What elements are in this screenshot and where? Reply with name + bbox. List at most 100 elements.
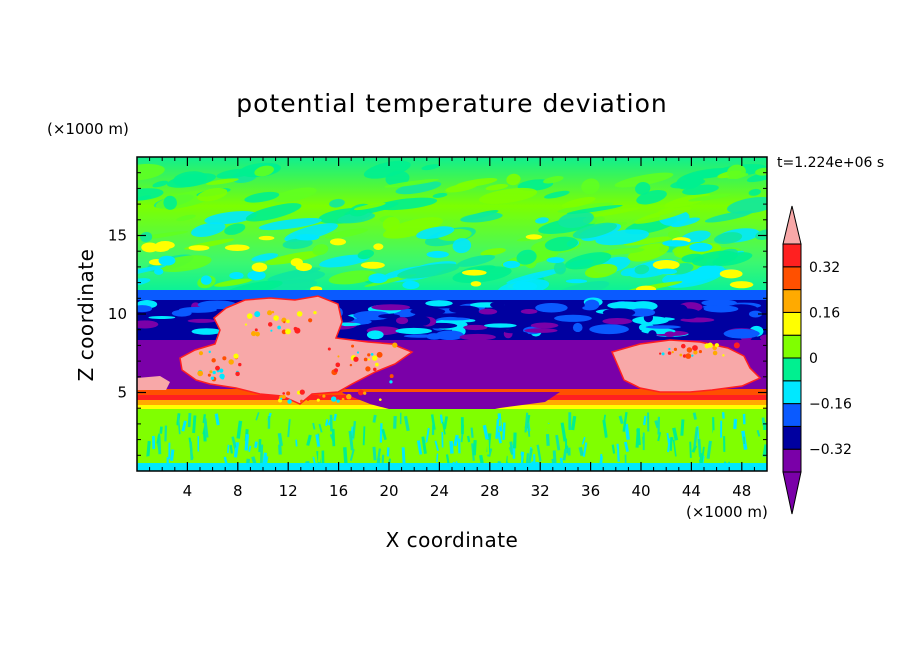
texture-blob bbox=[516, 331, 528, 336]
texture-blob bbox=[319, 254, 370, 268]
texture-stripe bbox=[315, 434, 321, 448]
texture-stripe bbox=[254, 441, 258, 448]
texture-stripe bbox=[667, 438, 671, 453]
texture-blob bbox=[693, 271, 702, 279]
texture-dot bbox=[233, 353, 239, 359]
texture-stripe bbox=[236, 420, 243, 439]
texture-blob bbox=[244, 191, 280, 203]
texture-dot bbox=[371, 355, 378, 361]
texture-blob bbox=[723, 328, 760, 339]
texture-stripe bbox=[749, 435, 754, 447]
texture-stripe bbox=[251, 456, 257, 464]
texture-blob bbox=[371, 304, 411, 311]
texture-blob bbox=[437, 317, 471, 321]
texture-dot bbox=[210, 376, 215, 380]
texture-dot bbox=[691, 354, 694, 357]
texture-stripe bbox=[306, 434, 312, 446]
texture-stripe bbox=[624, 423, 630, 440]
texture-blob bbox=[599, 247, 645, 255]
texture-blob bbox=[282, 238, 313, 249]
texture-blob bbox=[324, 228, 369, 239]
texture-dot bbox=[285, 328, 291, 335]
texture-blob bbox=[452, 238, 472, 254]
texture-stripe bbox=[266, 449, 272, 461]
texture-blob bbox=[403, 334, 438, 338]
texture-stripe bbox=[278, 444, 282, 455]
texture-blob bbox=[353, 310, 391, 321]
texture-blob bbox=[602, 318, 633, 325]
texture-blob bbox=[402, 280, 420, 290]
colorbar-over-arrow bbox=[782, 205, 802, 245]
texture-blob bbox=[373, 243, 384, 250]
colorbar-swatch bbox=[782, 380, 802, 405]
x-tick-label: 28 bbox=[480, 482, 499, 500]
texture-blob bbox=[426, 250, 449, 258]
texture-blob bbox=[204, 211, 258, 225]
texture-blob bbox=[697, 265, 720, 274]
texture-dot bbox=[714, 343, 719, 348]
texture-blob bbox=[273, 187, 317, 203]
texture-blob bbox=[664, 331, 676, 338]
texture-stripe bbox=[689, 441, 692, 458]
texture-stripe bbox=[426, 442, 429, 452]
texture-dot bbox=[318, 393, 322, 397]
texture-dot bbox=[251, 331, 257, 337]
texture-blob bbox=[425, 300, 453, 307]
x-tick-label: 4 bbox=[183, 482, 193, 500]
texture-stripe bbox=[482, 424, 489, 440]
x-tick-label: 16 bbox=[329, 482, 348, 500]
texture-stripe bbox=[416, 440, 423, 455]
texture-stripe bbox=[449, 440, 454, 454]
texture-blob bbox=[584, 299, 600, 310]
texture-stripe bbox=[524, 412, 529, 433]
texture-dot bbox=[215, 365, 220, 371]
texture-blob bbox=[729, 281, 754, 289]
texture-blob bbox=[700, 324, 714, 335]
texture-blob bbox=[512, 281, 538, 291]
texture-stripe bbox=[756, 429, 761, 437]
colorbar-label: 0 bbox=[809, 351, 818, 367]
texture-blob bbox=[214, 278, 253, 287]
texture-dot bbox=[351, 344, 355, 348]
texture-blob bbox=[719, 269, 743, 279]
texture-blob bbox=[152, 180, 169, 188]
texture-blob bbox=[558, 211, 594, 228]
texture-stripe bbox=[571, 415, 577, 431]
y-axis-title: Z coordinate bbox=[74, 249, 98, 382]
texture-dot bbox=[281, 317, 287, 323]
texture-dot bbox=[267, 310, 273, 316]
texture-blob bbox=[748, 188, 761, 196]
texture-blob bbox=[656, 268, 678, 275]
texture-dot bbox=[335, 362, 341, 368]
texture-stripe bbox=[159, 426, 163, 434]
texture-stripe bbox=[487, 447, 493, 457]
texture-blob bbox=[397, 263, 460, 279]
texture-dot bbox=[286, 319, 290, 324]
texture-blob bbox=[657, 207, 676, 215]
texture-dot bbox=[300, 399, 303, 403]
texture-blob bbox=[421, 164, 440, 171]
texture-blob bbox=[148, 315, 176, 320]
texture-blob bbox=[229, 272, 244, 280]
texture-stripe bbox=[207, 443, 213, 453]
texture-blob bbox=[490, 301, 505, 309]
texture-blob bbox=[459, 333, 496, 341]
x-tick-label: 36 bbox=[581, 482, 600, 500]
texture-stripe bbox=[425, 427, 430, 444]
texture-dot bbox=[244, 323, 248, 326]
texture-stripe bbox=[348, 430, 354, 451]
texture-blob bbox=[565, 279, 588, 284]
texture-dot bbox=[212, 370, 216, 375]
y-axis: 5 10 15 bbox=[108, 172, 767, 456]
texture-blob bbox=[682, 184, 719, 195]
texture-blob bbox=[382, 217, 443, 239]
texture-blob bbox=[258, 235, 275, 241]
texture-dot bbox=[255, 331, 260, 337]
texture-stripe bbox=[669, 436, 673, 451]
texture-blob bbox=[384, 178, 439, 188]
texture-blob bbox=[502, 260, 521, 269]
texture-dot bbox=[356, 351, 360, 354]
warm-cloud-left bbox=[179, 295, 414, 405]
texture-stripe bbox=[527, 422, 531, 437]
texture-stripe bbox=[202, 431, 207, 442]
